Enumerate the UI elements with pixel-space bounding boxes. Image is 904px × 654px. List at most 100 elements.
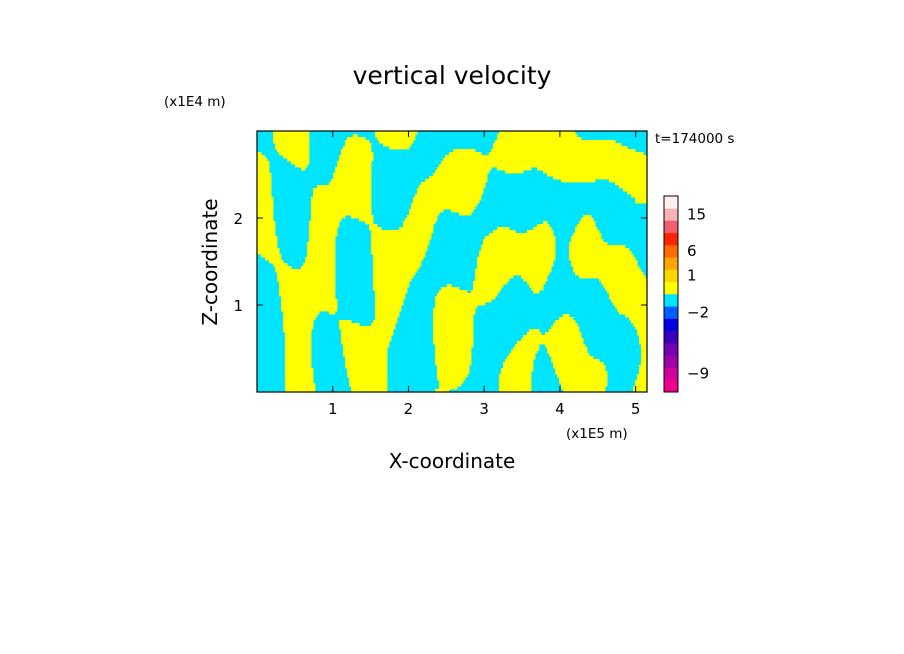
field-positive-segment [403, 224, 434, 228]
velocity-field [257, 131, 647, 392]
field-positive-segment [285, 368, 314, 372]
field-positive-segment [257, 239, 278, 243]
field-positive-segment [569, 257, 636, 261]
field-positive-segment [313, 188, 372, 192]
field-positive-segment [619, 311, 647, 315]
field-positive-segment [305, 257, 336, 261]
field-positive-segment [313, 191, 372, 195]
field-positive-segment [481, 245, 556, 249]
field-positive-segment [409, 212, 440, 216]
field-positive-segment [375, 299, 404, 303]
field-positive-segment [437, 167, 492, 171]
field-positive-segment [435, 302, 486, 306]
colorbar-swatch [664, 220, 678, 234]
field-positive-segment [281, 305, 338, 309]
field-positive-segment [285, 383, 316, 387]
colorbar-swatch [664, 269, 678, 283]
field-positive-segment [343, 146, 372, 150]
field-positive-segment [529, 329, 540, 333]
field-positive-segment [281, 296, 336, 300]
field-positive-segment [557, 374, 608, 378]
field-positive-segment [563, 389, 606, 392]
field-positive-segment [283, 314, 318, 318]
field-positive-segment [555, 320, 576, 324]
field-positive-segment [433, 308, 476, 312]
field-positive-segment [553, 176, 647, 180]
x-tick-label: 4 [555, 400, 565, 418]
field-positive-segment [523, 335, 582, 339]
field-positive-segment [441, 287, 460, 291]
field-positive-segment [493, 143, 622, 147]
field-positive-segment [339, 320, 352, 324]
field-positive-segment [371, 230, 434, 234]
field-positive-segment [637, 374, 647, 378]
field-positive-segment [569, 248, 630, 252]
field-positive-segment [433, 323, 474, 327]
field-positive-segment [373, 257, 424, 261]
field-positive-segment [257, 233, 276, 237]
field-positive-segment [561, 386, 606, 390]
field-positive-segment [435, 359, 472, 363]
field-positive-segment [257, 158, 268, 162]
field-positive-segment [579, 221, 596, 225]
field-positive-segment [543, 221, 548, 225]
field-positive-segment [555, 371, 608, 375]
field-positive-segment [347, 368, 388, 372]
field-positive-segment [257, 188, 272, 192]
field-positive-segment [641, 353, 647, 357]
field-positive-segment [559, 317, 574, 321]
field-positive-segment [429, 176, 488, 180]
field-positive-segment [257, 230, 276, 234]
field-positive-segment [257, 155, 266, 159]
field-positive-segment [473, 281, 508, 285]
field-positive-segment [371, 236, 432, 240]
field-positive-segment [439, 164, 647, 168]
field-positive-segment [341, 335, 392, 339]
field-positive-segment [285, 356, 312, 360]
field-positive-segment [453, 149, 476, 153]
field-positive-segment [371, 239, 430, 243]
field-positive-segment [373, 281, 410, 285]
field-positive-segment [373, 275, 414, 279]
field-positive-segment [537, 224, 550, 228]
field-positive-segment [257, 221, 276, 225]
field-positive-segment [433, 329, 474, 333]
field-positive-segment [437, 377, 466, 381]
field-positive-segment [499, 131, 576, 135]
field-positive-segment [275, 143, 310, 147]
field-positive-segment [641, 356, 647, 360]
field-positive-segment [527, 230, 554, 234]
field-positive-segment [333, 173, 372, 177]
field-positive-segment [257, 245, 278, 249]
field-positive-segment [281, 308, 338, 312]
field-positive-segment [441, 161, 647, 165]
field-positive-segment [303, 263, 336, 267]
field-positive-segment [433, 314, 474, 318]
colorbar-swatch [664, 318, 678, 332]
field-positive-segment [257, 164, 270, 168]
field-positive-segment [309, 227, 338, 231]
field-positive-segment [371, 251, 426, 255]
field-positive-segment [435, 299, 492, 303]
field-positive-segment [375, 308, 402, 312]
field-positive-segment [473, 284, 504, 288]
field-positive-segment [301, 266, 336, 270]
field-positive-segment [549, 353, 590, 357]
field-positive-segment [635, 326, 647, 330]
field-positive-segment [551, 356, 594, 360]
field-positive-segment [347, 137, 366, 141]
field-positive-segment [433, 332, 474, 336]
field-positive-segment [273, 137, 310, 141]
field-positive-segment [549, 329, 580, 333]
field-positive-segment [633, 386, 647, 390]
field-positive-segment [373, 266, 420, 270]
field-positive-segment [435, 344, 474, 348]
field-positive-segment [437, 374, 468, 378]
field-positive-segment [629, 317, 647, 321]
field-positive-segment [411, 206, 476, 210]
field-positive-segment [559, 380, 608, 384]
field-positive-segment [311, 209, 372, 213]
field-positive-segment [285, 350, 312, 354]
field-positive-segment [477, 266, 552, 270]
